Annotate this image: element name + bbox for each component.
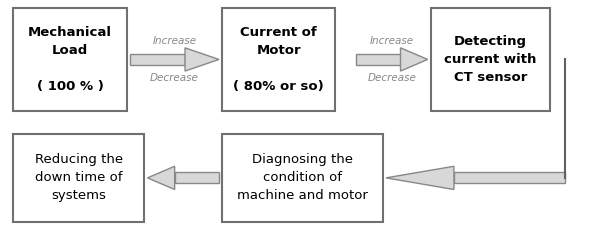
Text: Increase: Increase — [152, 36, 196, 46]
Text: Detecting
current with
CT sensor: Detecting current with CT sensor — [444, 35, 537, 84]
Bar — [356, 54, 401, 65]
Text: Diagnosing the
condition of
machine and motor: Diagnosing the condition of machine and … — [237, 153, 368, 202]
Polygon shape — [401, 48, 428, 71]
Bar — [222, 8, 335, 110]
Text: Decrease: Decrease — [367, 73, 416, 83]
Bar — [454, 172, 565, 184]
Bar — [175, 172, 219, 184]
Bar — [129, 54, 185, 65]
Polygon shape — [147, 166, 175, 189]
Bar — [431, 8, 550, 110]
Text: Reducing the
down time of
systems: Reducing the down time of systems — [35, 153, 123, 202]
Text: Decrease: Decrease — [150, 73, 199, 83]
Bar — [222, 134, 383, 222]
Bar — [13, 8, 126, 110]
Text: Mechanical
Load

( 100 % ): Mechanical Load ( 100 % ) — [28, 26, 112, 93]
Text: Current of
Motor

( 80% or so): Current of Motor ( 80% or so) — [233, 26, 324, 93]
Polygon shape — [185, 48, 219, 71]
Text: Increase: Increase — [370, 36, 414, 46]
Polygon shape — [386, 166, 454, 189]
Bar — [13, 134, 144, 222]
